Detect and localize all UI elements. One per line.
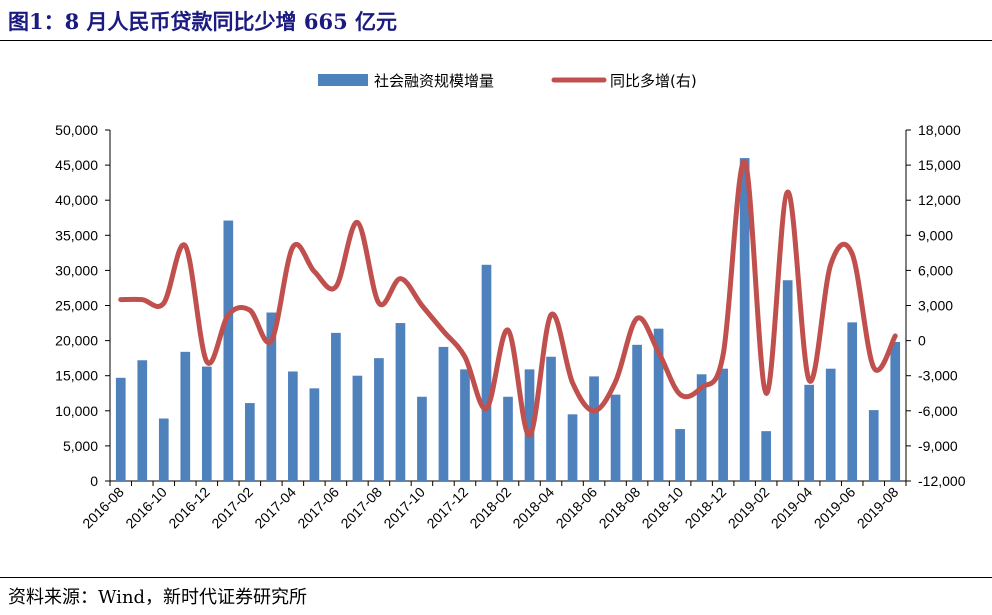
bar (610, 394, 621, 481)
bar (589, 376, 599, 481)
x-tick-label: 2018-12 (682, 484, 730, 532)
bar (201, 366, 212, 481)
x-tick-label: 2019-06 (811, 484, 859, 532)
bar (137, 360, 148, 481)
bar-series (115, 158, 901, 482)
y-right-tick-label: 3,000 (918, 298, 953, 314)
y-left-tick-label: 35,000 (55, 227, 98, 243)
legend: 社会融资规模增量 同比多增(右) (318, 72, 697, 90)
y-left-tick-label: 40,000 (55, 192, 98, 208)
bar (868, 410, 879, 481)
y-right-tick-label: -12,000 (918, 473, 966, 489)
y-right-tick-label: 15,000 (918, 157, 961, 173)
y-left-tick-label: 20,000 (55, 333, 98, 349)
x-tick-label: 2017-04 (251, 484, 299, 532)
y-left-tick-label: 50,000 (55, 122, 98, 138)
bar (675, 429, 685, 481)
x-tick-label: 2017-08 (337, 484, 385, 532)
x-tick-label: 2016-10 (122, 484, 170, 532)
y-right-tick-label: 6,000 (918, 262, 953, 278)
bar (352, 375, 363, 481)
y-left-tick-label: 45,000 (55, 157, 98, 173)
y-left-tick-label: 25,000 (55, 298, 98, 314)
bar (761, 431, 772, 481)
x-tick-label: 2018-08 (596, 484, 644, 532)
x-tick-label: 2016-12 (165, 484, 213, 532)
y-right-tick-label: 9,000 (918, 227, 953, 243)
x-tick-label: 2018-04 (509, 484, 557, 532)
chart-canvas: 社会融资规模增量 同比多增(右) 0 5,000 10,000 15,000 20,00… (55, 72, 966, 532)
x-tick-label: 2017-10 (380, 484, 428, 532)
bar (546, 356, 556, 481)
bar (782, 280, 793, 481)
bar (739, 158, 750, 481)
bar (460, 369, 470, 481)
chart-title: 图1：8 月人民币贷款同比少增 665 亿元 (8, 9, 397, 34)
bar (847, 322, 858, 481)
x-tick-label: 2018-06 (553, 484, 601, 532)
bottom-rule (0, 577, 992, 578)
x-tick-label: 2017-06 (294, 484, 342, 532)
y-right-tick-label: -6,000 (918, 403, 958, 419)
series-line (118, 159, 898, 438)
legend-label-line: 同比多增(右) (610, 72, 697, 90)
y-right-tick-label: -3,000 (918, 368, 958, 384)
bar (718, 368, 728, 481)
bar (266, 312, 277, 481)
bar (481, 264, 492, 481)
bar (115, 377, 126, 481)
legend-label-bar: 社会融资规模增量 (374, 72, 494, 90)
bar (825, 368, 836, 481)
bar (653, 328, 664, 481)
bar (395, 323, 406, 481)
bar (438, 346, 449, 481)
bar (804, 384, 815, 481)
bar (288, 371, 298, 481)
bar (567, 414, 578, 481)
y-left-tick-label: 10,000 (55, 403, 98, 419)
bar (374, 358, 384, 481)
x-tick-label: 2016-08 (79, 484, 127, 532)
x-tick-label: 2018-02 (466, 484, 514, 532)
y-right-tick-label: 18,000 (918, 122, 961, 138)
top-rule (0, 40, 992, 41)
bar (331, 332, 341, 481)
y-right-tick-label: 0 (918, 333, 926, 349)
source-note: 资料来源：Wind，新时代证券研究所 (8, 587, 308, 608)
bar (158, 418, 169, 481)
y-left-tick-label: 15,000 (55, 368, 98, 384)
bar (309, 388, 320, 481)
y-left-tick-label: 0 (90, 473, 98, 489)
bar (696, 374, 707, 481)
bar (890, 342, 901, 481)
x-tick-label: 2019-02 (725, 484, 773, 532)
y-right-tick-label: -9,000 (918, 438, 958, 454)
bar (632, 344, 642, 481)
bar (524, 369, 535, 481)
bar (223, 220, 234, 482)
x-tick-label: 2019-04 (768, 484, 816, 532)
line-series (118, 159, 898, 438)
bar (244, 403, 255, 481)
bar (417, 396, 427, 481)
x-tick-label: 2019-08 (854, 484, 902, 532)
y-left-tick-label: 5,000 (63, 438, 98, 454)
legend-swatch-bar (318, 74, 368, 86)
x-tick-label: 2017-12 (423, 484, 471, 532)
y-right-tick-label: 12,000 (918, 192, 961, 208)
x-tick-label: 2018-10 (639, 484, 687, 532)
bar (503, 396, 513, 481)
x-tick-label: 2017-02 (208, 484, 256, 532)
bar (180, 351, 191, 481)
y-left-tick-label: 30,000 (55, 262, 98, 278)
